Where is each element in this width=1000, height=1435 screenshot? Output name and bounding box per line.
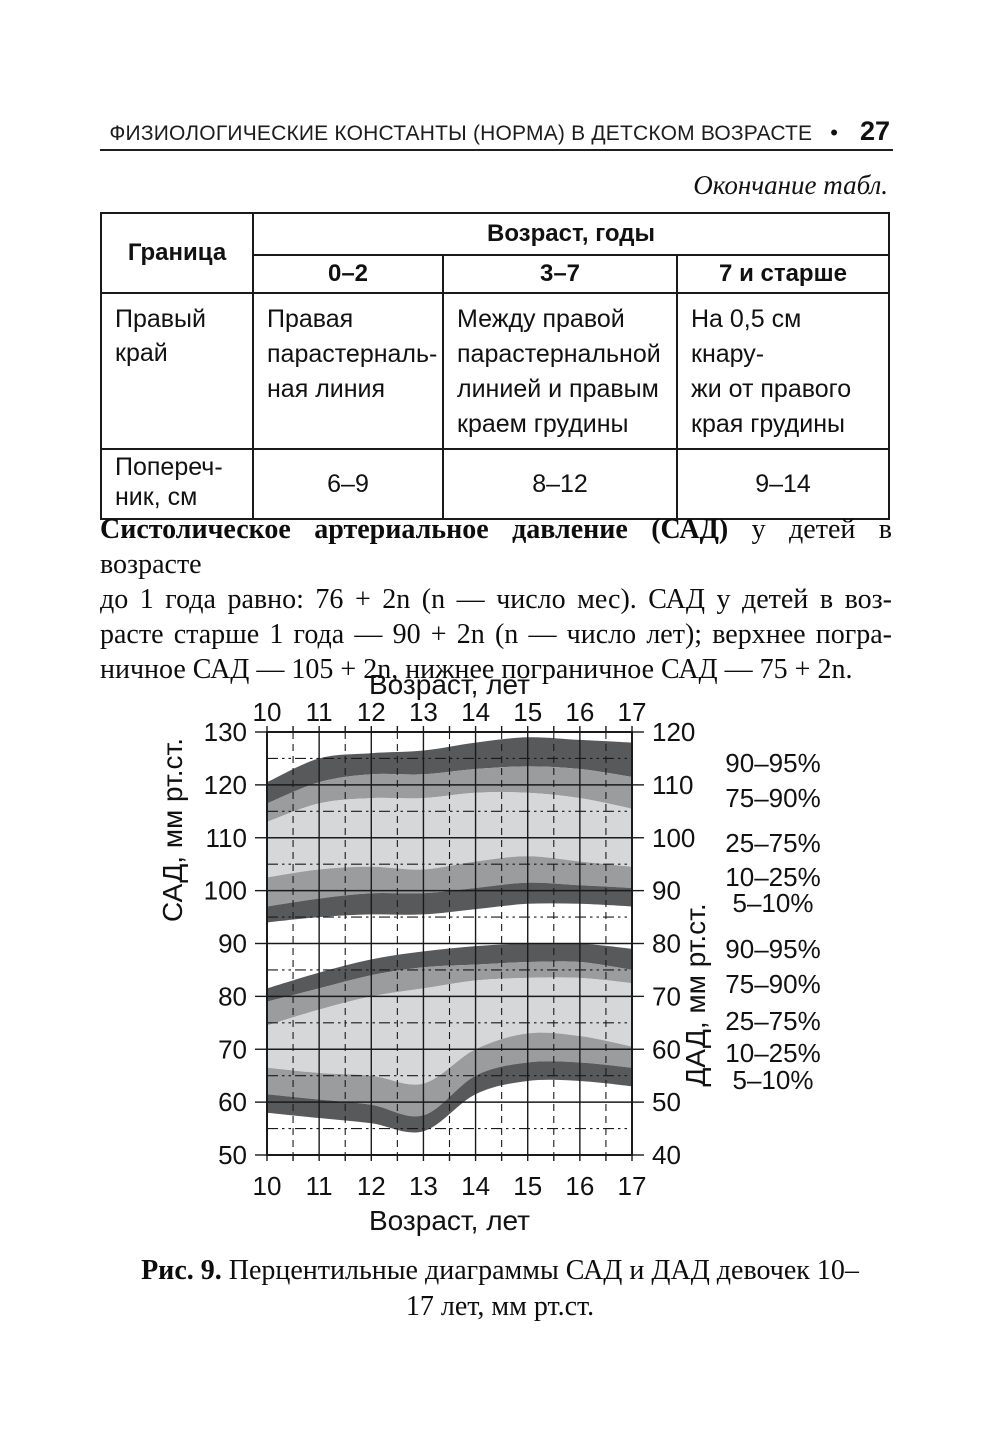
legend-dad-label: 75–90% [725,969,820,999]
dad-band-p90-p75 [267,961,632,1026]
x-tick-label-top: 15 [513,697,542,727]
percentile-chart-svg: 10 10 11 11 12 12 13 13 14 14 15 15 16 16 17 17 130 120 11… [160,669,821,1236]
page-number: 27 [859,116,890,146]
paragraph-line: ничное САД — 105 + 2n, нижнее погранично… [100,654,853,685]
legend-dad-group: 90–95% 75–90% 25–75%10–25%5–10% [725,934,820,1095]
table-cell: 6–9 [252,448,444,520]
legend-sad-label: 10–25% [725,862,820,892]
x-tick-label-top: 11 [306,697,333,727]
y-tick-label-left: 120 [204,770,247,800]
y-tick-label-left: 90 [218,929,247,959]
x-tick-label-bottom: 11 [306,1171,333,1201]
legend-sad-label: 90–95% [725,748,820,778]
x-tick-label-bottom: 15 [513,1171,542,1201]
table-continuation-note: Окончание табл. [693,170,888,200]
dad-band-p75-p25 [267,977,632,1085]
y-axis-title-dad: ДАД, мм рт.ст. [680,903,711,1086]
y-tick-label-right: 120 [652,717,695,747]
x-tick-label-top: 17 [618,697,647,727]
y-tick-label-right: 50 [652,1087,681,1117]
legend-sad-label: 25–75% [725,828,820,858]
axis-labels-group: 10 10 11 11 12 12 13 13 14 14 15 15 16 16 17 17 130 120 11… [160,669,711,1236]
legend-sad-label: 5–10% [733,888,814,918]
x-axis-title-bottom: Возраст, лет [369,1205,530,1236]
table-cell: 8–12 [442,448,678,520]
paragraph-line: Систолическое артериальное давление (САД… [100,512,892,582]
dad-band-p95-p90 [267,942,632,1002]
y-tick-label-left: 80 [218,981,247,1011]
y-tick-label-right: 80 [652,929,681,959]
y-tick-label-left: 70 [218,1034,247,1064]
row-label-right-edge: Правый край [100,292,254,450]
x-tick-label-bottom: 14 [461,1171,490,1201]
caption-line1: Рис. 9. Перцентильные диаграммы САД и ДА… [100,1253,900,1289]
x-tick-label-bottom: 12 [357,1171,386,1201]
x-tick-label-bottom: 10 [253,1171,282,1201]
table-col-header-7plus: 7 и старше [675,254,891,294]
figure-caption: Рис. 9. Перцентильные диаграммы САД и ДА… [100,1253,900,1325]
bold-term: Систолическое артериальное давление [100,514,628,545]
table-row: Попереч- ник, см 6–9 8–12 9–14 [100,448,891,520]
x-tick-label-top: 10 [253,697,282,727]
x-tick-label-top: 14 [461,697,490,727]
table-cell: 9–14 [675,448,891,520]
y-tick-label-right: 70 [652,981,681,1011]
paragraph-text: у детей в возрасте [100,514,893,580]
table-col-header-3-7: 3–7 [442,254,678,294]
x-tick-label-bottom: 13 [409,1171,438,1201]
heart-borders-table: Граница Возраст, годы 0–2 3–7 7 и старше… [100,212,891,520]
caption-line2: 17 лет, мм рт.ст. [405,1291,595,1322]
bullet-separator-icon: • [830,120,838,145]
y-tick-label-left: 50 [218,1140,247,1170]
y-tick-label-left: 100 [204,876,247,906]
y-tick-label-right: 110 [652,770,693,800]
table-group-header: Возраст, годы [251,212,891,256]
x-tick-label-bottom: 16 [565,1171,594,1201]
legend-dad-label: 90–95% [725,934,820,964]
paragraph-line: расте старше 1 года — 90 + 2n (n — число… [100,619,892,650]
caption-text: Перцентильные диаграммы САД и ДАД девоче… [228,1255,859,1286]
table-cell: На 0,5 см кнару- жи от правого края груд… [675,292,891,450]
table-cell: Правая парастерналь- ная линия [252,292,444,450]
percentile-chart-figure: 10 10 11 11 12 12 13 13 14 14 15 15 16 16 17 17 130 120 11… [160,660,900,1245]
legend-dad-label: 5–10% [733,1065,814,1095]
x-tick-label-top: 16 [565,697,594,727]
legend-dad-label: 10–25% [725,1038,820,1068]
y-axis-title-sad: САД, мм рт.ст. [160,738,188,922]
x-tick-label-bottom: 17 [618,1171,647,1201]
legend-sad-label: 75–90% [725,783,820,813]
paragraph-line: до 1 года равно: 76 + 2n (n — число мес)… [100,584,892,615]
y-tick-label-left: 60 [218,1087,247,1117]
x-tick-label-top: 12 [357,697,386,727]
ticks-group [255,726,644,1161]
legend-dad-label: 25–75% [725,1006,820,1036]
y-tick-label-left: 110 [206,823,247,853]
x-tick-label-top: 13 [409,697,438,727]
y-tick-label-right: 40 [652,1140,681,1170]
figure-number-label: Рис. 9. [141,1255,222,1286]
x-axis-title-top: Возраст, лет [369,669,530,700]
dad-band-p10-p5 [267,1061,632,1133]
y-tick-label-left: 130 [204,717,247,747]
table-col-header-0-2: 0–2 [252,254,444,294]
header-rule [100,149,893,151]
body-paragraph: Систолическое артериальное давление (САД… [100,512,892,687]
y-tick-label-right: 90 [652,876,681,906]
table-corner-header: Граница [100,212,254,294]
page-header: ФИЗИОЛОГИЧЕСКИЕ КОНСТАНТЫ (НОРМА) В ДЕТС… [100,116,890,147]
legend-sad-group: 90–95% 75–90% 25–75% 10–25%5–10% [725,748,820,918]
y-tick-label-right: 60 [652,1034,681,1064]
chapter-title: ФИЗИОЛОГИЧЕСКИЕ КОНСТАНТЫ (НОРМА) В ДЕТС… [109,122,813,145]
table-row: Правый край Правая парастерналь- ная лин… [100,292,891,450]
bold-abbreviation: (САД) [651,514,729,545]
y-tick-label-right: 100 [652,823,695,853]
row-label-diameter: Попереч- ник, см [100,448,254,520]
table-cell: Между правой парастернальной линией и пр… [442,292,678,450]
